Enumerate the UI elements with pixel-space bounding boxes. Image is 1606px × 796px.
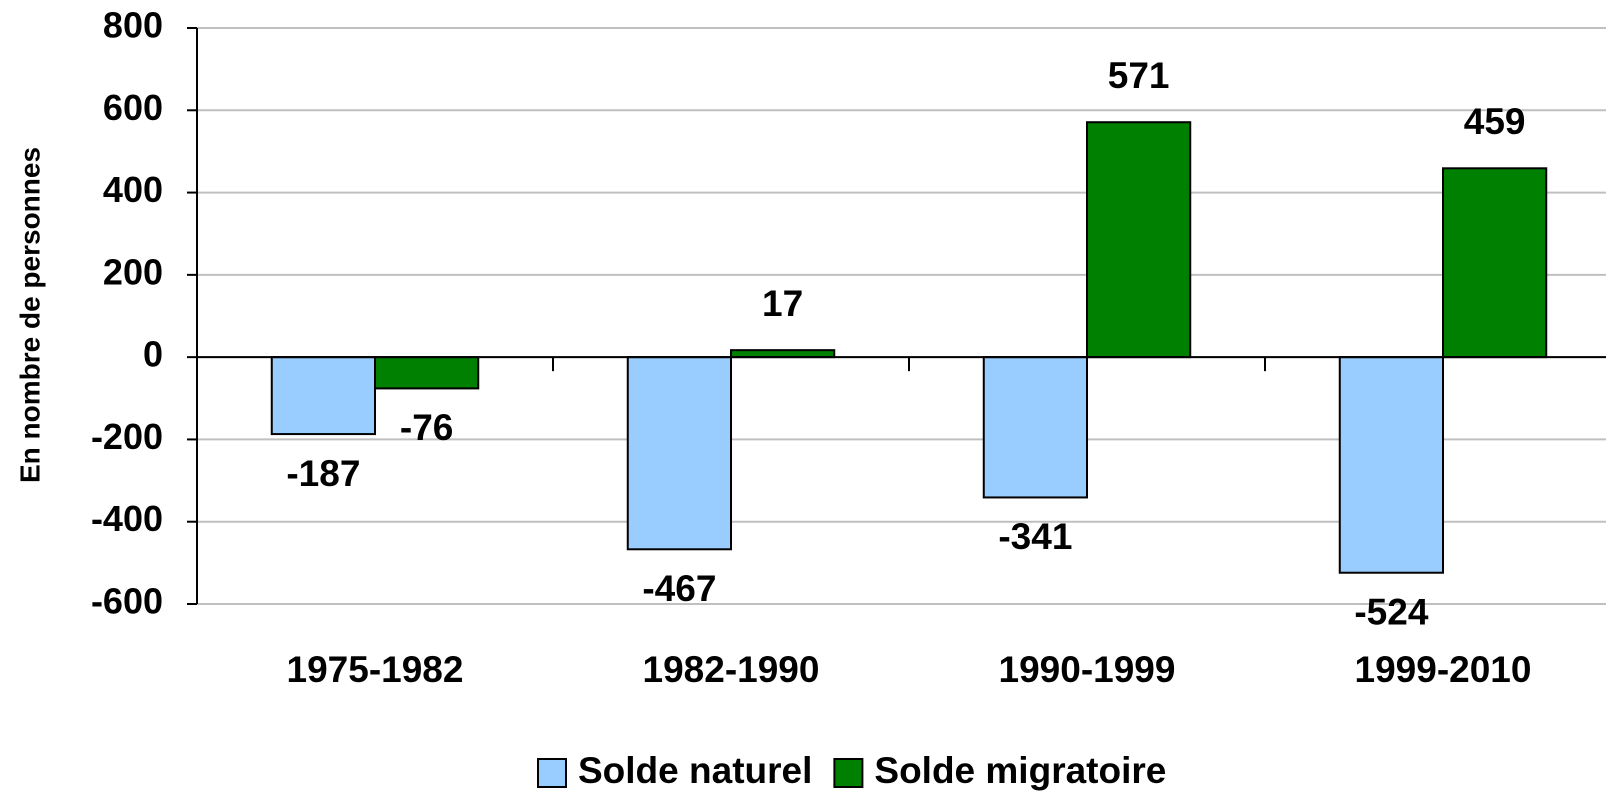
data-label: 17 xyxy=(762,283,803,324)
data-label: -187 xyxy=(286,453,360,494)
data-label: -341 xyxy=(998,516,1072,557)
data-label: -76 xyxy=(400,407,453,448)
y-tick-label: 400 xyxy=(103,169,163,210)
bar xyxy=(626,356,733,551)
x-tick-label: 1975-1982 xyxy=(287,649,464,690)
bar xyxy=(270,356,377,436)
y-tick-label: 0 xyxy=(143,334,163,375)
x-tick-label: 1982-1990 xyxy=(643,649,820,690)
legend-label: Solde naturel xyxy=(578,750,812,791)
bar xyxy=(1442,167,1548,359)
x-tick-label: 1990-1999 xyxy=(999,649,1176,690)
y-tick-label: 200 xyxy=(103,251,163,292)
y-axis-title: En nombre de personnes xyxy=(14,147,45,483)
bar xyxy=(982,356,1089,499)
bar xyxy=(374,356,480,390)
data-label: -524 xyxy=(1354,592,1428,633)
y-tick-label: -200 xyxy=(91,416,163,457)
y-tick-label: -600 xyxy=(91,581,163,622)
legend-swatch xyxy=(537,758,567,788)
y-tick-label: -400 xyxy=(91,498,163,539)
y-tick-label: 800 xyxy=(103,5,163,46)
bar xyxy=(1086,121,1192,359)
data-label: 459 xyxy=(1464,101,1526,142)
bar xyxy=(730,349,836,359)
y-tick-label: 600 xyxy=(103,87,163,128)
bar xyxy=(1338,356,1445,574)
data-label: 571 xyxy=(1108,55,1170,96)
data-label: -467 xyxy=(642,568,716,609)
legend-label: Solde migratoire xyxy=(874,750,1166,791)
legend-swatch xyxy=(833,758,864,788)
x-tick-label: 1999-2010 xyxy=(1355,649,1532,690)
